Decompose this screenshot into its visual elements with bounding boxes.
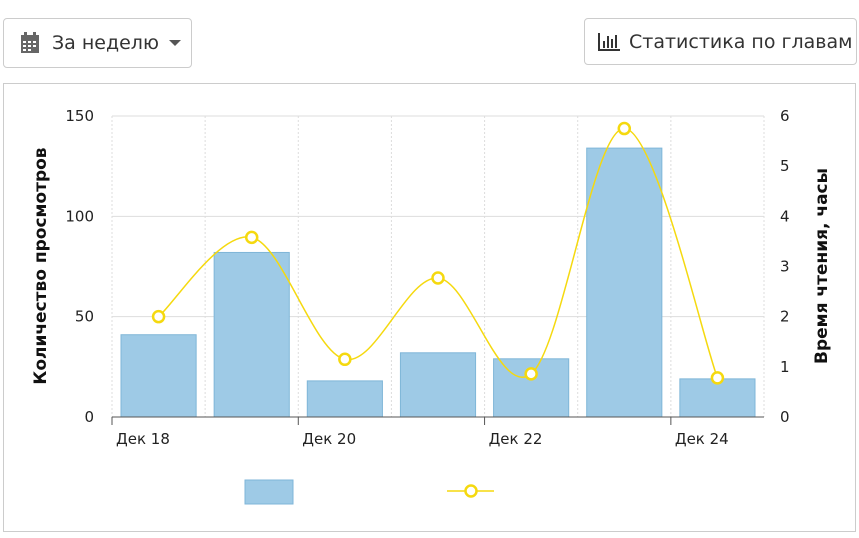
line-point [431,271,445,285]
y-tick-label: 0 [84,408,94,426]
y2-tick-label: 2 [780,308,790,326]
line-point [617,121,632,136]
y2-tick-label: 0 [780,408,790,426]
x-tick-label: Дек 20 [302,430,356,448]
y2-tick-label: 1 [780,358,790,376]
legend-bar-swatch [244,479,294,505]
bar [679,378,756,418]
line-point [524,367,538,381]
y2-tick-label: 4 [780,207,790,225]
bar-chart-icon [598,32,620,51]
line-point [151,309,166,324]
chapters-label: Статистика по главам [629,30,853,53]
x-tick-label: Дек 18 [116,430,170,448]
line-point [338,352,352,367]
x-tick-label: Дек 22 [489,430,543,448]
line-point [244,230,259,245]
bar [586,147,663,418]
chart-panel [3,83,856,532]
chapter-stats-button[interactable]: Статистика по главам [584,18,857,65]
period-label: За неделю [52,32,159,54]
bar [213,251,290,418]
y-tick-label: 50 [75,308,94,326]
y2-axis-title: Время чтения, часы [812,168,832,364]
y2-tick-label: 6 [780,107,790,125]
chevron-down-icon [168,40,181,46]
legend-line-marker [464,484,478,498]
y-axis-title: Количество просмотров [31,147,51,384]
calendar-icon [21,32,39,53]
y2-tick-label: 5 [780,157,790,175]
line-point [710,371,725,385]
period-dropdown[interactable]: За неделю [3,18,192,68]
bar [306,380,383,418]
y-tick-label: 150 [65,107,94,125]
y2-tick-label: 3 [780,258,790,276]
bar [399,352,477,418]
bar [120,334,197,418]
x-tick-label: Дек 24 [675,430,729,448]
series-line [158,127,719,379]
y-tick-label: 100 [65,207,94,225]
